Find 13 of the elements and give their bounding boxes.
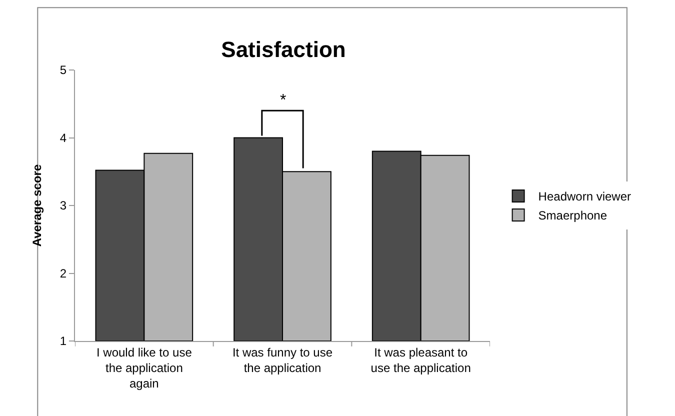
y-axis-title: Average score [30, 164, 44, 247]
y-tick-label: 3 [60, 198, 67, 213]
x-tick-label: It was pleasant to use the application [370, 345, 471, 375]
chart-title: Satisfaction [221, 37, 346, 62]
legend-label: Headworn viewer [538, 190, 632, 204]
y-tick-label: 1 [60, 334, 67, 348]
x-tick-label: I would like to use the application again [96, 345, 192, 391]
y-tick-label: 2 [60, 266, 67, 280]
legend-label: Smaerphone [538, 208, 608, 223]
x-tick-label: It was funny to use the application [232, 345, 333, 375]
annotation: * [280, 92, 286, 109]
y-tick-label: 4 [60, 130, 67, 145]
y-tick-label: 5 [60, 63, 67, 78]
